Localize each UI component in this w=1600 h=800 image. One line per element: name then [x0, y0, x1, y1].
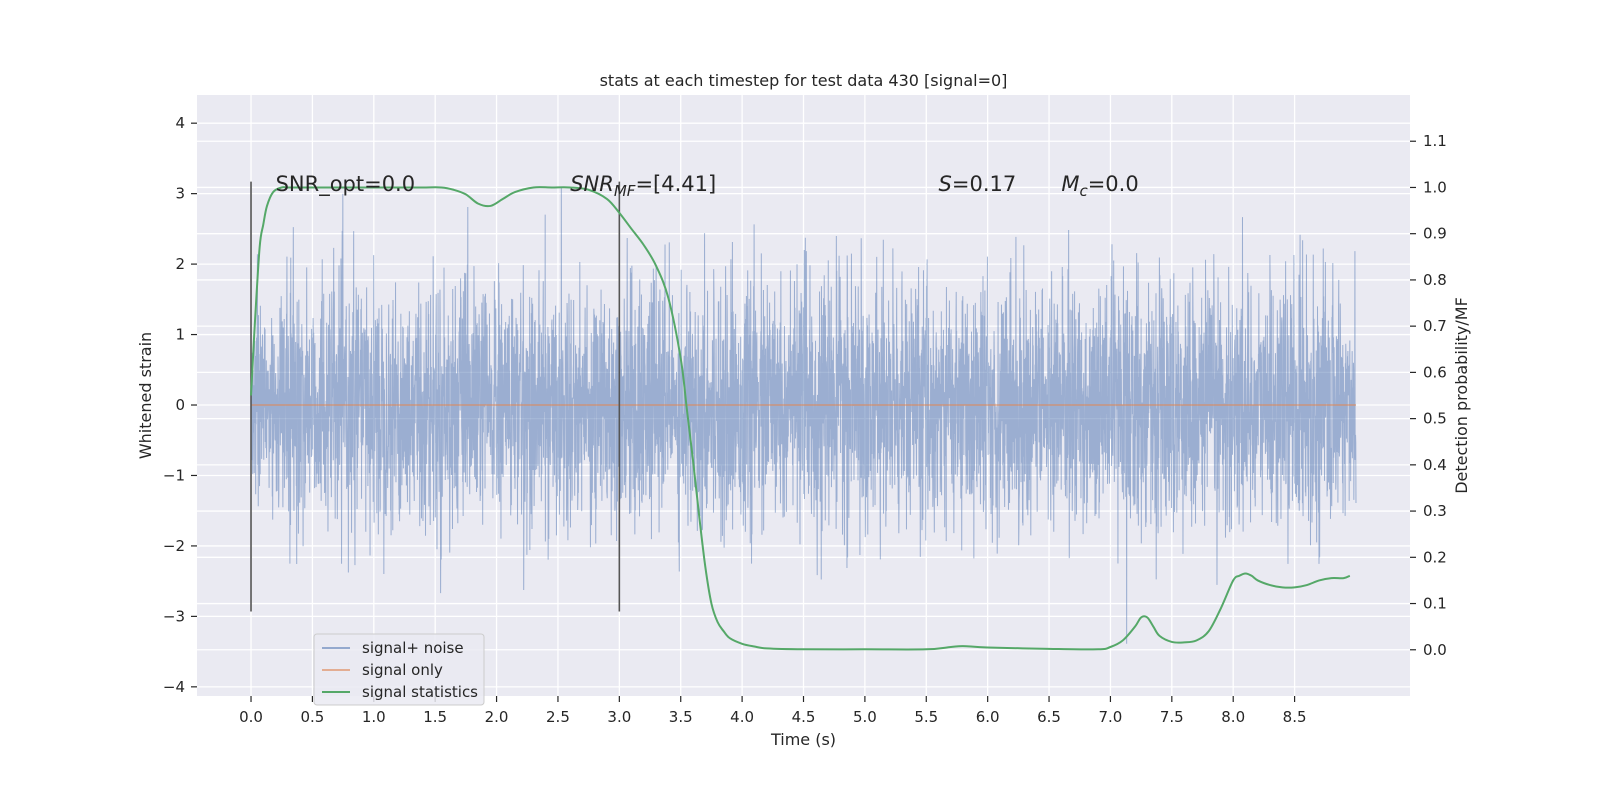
y-tick-label: −2 — [163, 537, 185, 555]
series-signal-statistics — [250, 186, 1351, 651]
x-tick-label: 7.0 — [1099, 708, 1123, 726]
legend-label-signal-statistics: signal statistics — [362, 683, 478, 701]
y-axis-label: Whitened strain — [136, 332, 155, 459]
x-tick-label: 4.5 — [792, 708, 816, 726]
x-tick-label: 6.0 — [976, 708, 1000, 726]
x-tick-label: 7.5 — [1160, 708, 1184, 726]
x-tick-label: 0.0 — [239, 708, 263, 726]
legend-box — [313, 633, 485, 706]
y-tick-label: 0 — [175, 396, 185, 414]
y-tick-label: −4 — [163, 678, 185, 696]
y2-tick-label: 0.9 — [1423, 225, 1447, 243]
x-tick-label: 5.5 — [914, 708, 938, 726]
vertical-markers — [250, 181, 621, 612]
y2-tick-label: 1.0 — [1423, 178, 1447, 196]
y2-tick-label: 0.7 — [1423, 317, 1447, 335]
y-tick-label: 3 — [175, 185, 185, 203]
x-axis-label: Time (s) — [770, 730, 836, 749]
x-tick-label: 8.0 — [1221, 708, 1245, 726]
x-tick-label: 6.5 — [1037, 708, 1061, 726]
y-tick-label: 1 — [175, 326, 185, 344]
y2-axis-ticks: 0.0 0.1 0.2 0.3 0.4 0.5 0.6 0.7 0.8 0.9 1.0 1.1 — [1410, 132, 1447, 659]
y2-tick-label: 0.1 — [1423, 595, 1447, 613]
x-tick-label: 3.0 — [607, 708, 631, 726]
y2-tick-label: 0.2 — [1423, 548, 1447, 566]
annotation-2: S=0.17 — [939, 172, 1017, 196]
x-tick-label: 1.0 — [362, 708, 386, 726]
y-tick-label: −1 — [163, 466, 185, 484]
y2-tick-label: 0.5 — [1423, 410, 1447, 428]
y2-tick-label: 0.4 — [1423, 456, 1447, 474]
x-tick-label: 8.5 — [1283, 708, 1307, 726]
y2-axis-label: Detection probability/MF — [1452, 297, 1471, 494]
x-axis-ticks: 0.0 0.5 1.0 1.5 2.0 2.5 3.0 3.5 4.0 4.5 5.0 5.5 6.0 6… — [239, 696, 1307, 726]
annotation-3: Mc=0.0 — [1061, 172, 1138, 200]
noise-trace — [250, 186, 1357, 644]
y2-tick-label: 0.0 — [1423, 641, 1447, 659]
series-signal-noise — [250, 186, 1357, 644]
x-tick-label: 2.0 — [485, 708, 509, 726]
annotations: SNR_opt=0.0 SNRMF=[4.41] S=0.17 Mc=0.0 — [276, 172, 1139, 200]
y2-tick-label: 0.3 — [1423, 502, 1447, 520]
x-tick-label: 3.5 — [669, 708, 693, 726]
y-axis-ticks: −4 −3 −2 −1 0 1 2 3 4 — [163, 114, 197, 696]
x-tick-label: 1.5 — [423, 708, 447, 726]
statistics-curve — [250, 186, 1351, 651]
annotation-1: SNRMF=[4.41] — [570, 172, 716, 200]
annotation-0: SNR_opt=0.0 — [276, 172, 416, 197]
legend-label-signal-noise: signal+ noise — [362, 639, 464, 657]
legend: signal+ noise signal only signal statist… — [313, 633, 485, 706]
x-tick-label: 2.5 — [546, 708, 570, 726]
y2-tick-label: 1.1 — [1423, 132, 1447, 150]
x-tick-label: 5.0 — [853, 708, 877, 726]
legend-label-signal-only: signal only — [362, 661, 443, 679]
y2-tick-label: 0.8 — [1423, 271, 1447, 289]
chart-title: stats at each timestep for test data 430… — [600, 71, 1008, 90]
y-tick-label: −3 — [163, 607, 185, 625]
x-tick-label: 4.0 — [730, 708, 754, 726]
x-tick-label: 0.5 — [300, 708, 324, 726]
y2-tick-label: 0.6 — [1423, 363, 1447, 381]
y-tick-label: 4 — [175, 114, 185, 132]
y-tick-label: 2 — [175, 255, 185, 273]
